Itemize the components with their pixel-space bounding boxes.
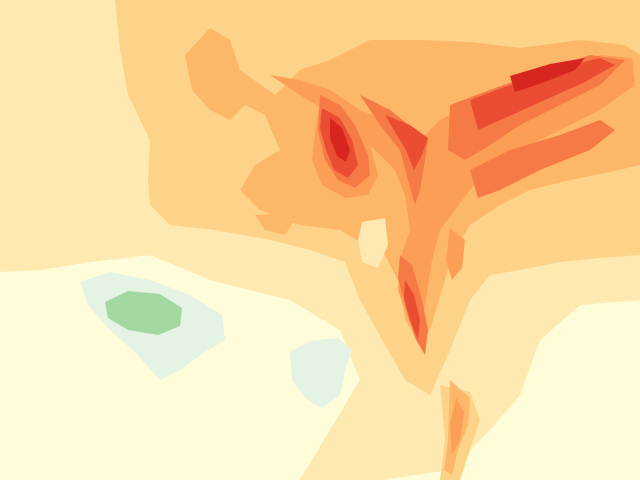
contour-level-4 <box>270 55 635 335</box>
contour-level-5 <box>470 120 615 198</box>
contour-level-neg1 <box>290 338 352 408</box>
contour-level-7 <box>510 58 585 92</box>
contour-level-7 <box>330 118 350 162</box>
contour-level-neg2 <box>105 291 182 335</box>
contour-level-6 <box>404 280 420 340</box>
contour-level-6 <box>385 115 428 170</box>
contour-level-4 <box>446 228 465 280</box>
contour-level-6 <box>470 58 615 130</box>
contour-level-5 <box>360 95 428 205</box>
contour-level-4 <box>450 398 464 455</box>
contour-level-1 <box>358 218 388 268</box>
contour-level-3 <box>255 212 300 235</box>
